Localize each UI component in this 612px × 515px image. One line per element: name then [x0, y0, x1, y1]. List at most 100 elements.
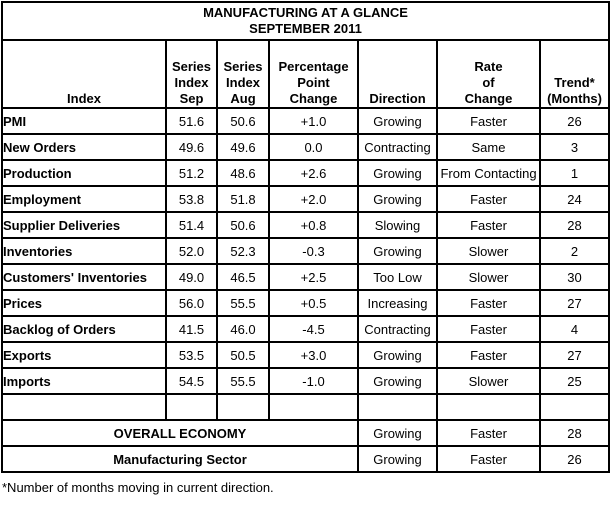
- cell-series-index-sep: 51.2: [165, 159, 218, 187]
- table-row-prices: Prices 56.0 55.5 +0.5 Increasing Faster …: [1, 289, 611, 317]
- empty-cell: [268, 393, 359, 421]
- cell-index: Supplier Deliveries: [1, 211, 167, 239]
- summary-label: OVERALL ECONOMY: [1, 419, 359, 447]
- cell-rate-of-change: Faster: [436, 419, 541, 447]
- cell-index: Imports: [1, 367, 167, 395]
- cell-percentage-point-change: +2.0: [268, 185, 359, 213]
- cell-series-index-aug: 46.5: [216, 263, 270, 291]
- cell-series-index-aug: 50.6: [216, 107, 270, 135]
- cell-direction: Growing: [357, 159, 438, 187]
- cell-direction: Too Low: [357, 263, 438, 291]
- cell-index: Employment: [1, 185, 167, 213]
- cell-direction: Growing: [357, 367, 438, 395]
- empty-cell: [357, 393, 438, 421]
- table-row-employment: Employment 53.8 51.8 +2.0 Growing Faster…: [1, 185, 611, 213]
- cell-series-index-sep: 53.5: [165, 341, 218, 369]
- cell-rate-of-change: Faster: [436, 315, 541, 343]
- cell-series-index-aug: 50.5: [216, 341, 270, 369]
- cell-direction: Growing: [357, 237, 438, 265]
- cell-series-index-sep: 41.5: [165, 315, 218, 343]
- cell-series-index-sep: 51.4: [165, 211, 218, 239]
- cell-direction: Growing: [357, 445, 438, 473]
- cell-series-index-sep: 54.5: [165, 367, 218, 395]
- cell-direction: Growing: [357, 419, 438, 447]
- cell-rate-of-change: Same: [436, 133, 541, 161]
- cell-series-index-sep: 52.0: [165, 237, 218, 265]
- table-row-inventories: Inventories 52.0 52.3 -0.3 Growing Slowe…: [1, 237, 611, 265]
- cell-trend: 24: [538, 185, 611, 213]
- cell-index: New Orders: [1, 133, 167, 161]
- table-row-exports: Exports 53.5 50.5 +3.0 Growing Faster 27: [1, 341, 611, 369]
- empty-cell: [538, 393, 611, 421]
- cell-trend: 28: [538, 211, 611, 239]
- cell-index: Prices: [1, 289, 167, 317]
- cell-direction: Growing: [357, 107, 438, 135]
- cell-series-index-sep: 49.0: [165, 263, 218, 291]
- cell-trend: 2: [538, 237, 611, 265]
- cell-direction: Contracting: [357, 133, 438, 161]
- cell-trend: 27: [538, 289, 611, 317]
- cell-rate-of-change: From Contacting: [436, 159, 541, 187]
- cell-percentage-point-change: -1.0: [268, 367, 359, 395]
- empty-cell: [165, 393, 218, 421]
- cell-trend: 4: [538, 315, 611, 343]
- cell-direction: Slowing: [357, 211, 438, 239]
- cell-series-index-aug: 55.5: [216, 367, 270, 395]
- summary-label: Manufacturing Sector: [1, 445, 359, 473]
- cell-percentage-point-change: 0.0: [268, 133, 359, 161]
- table-header-row: Index Series Index Sep Series Index Aug …: [1, 39, 611, 109]
- table-row-backlog-of-orders: Backlog of Orders 41.5 46.0 -4.5 Contrac…: [1, 315, 611, 343]
- cell-index: Production: [1, 159, 167, 187]
- table-row-production: Production 51.2 48.6 +2.6 Growing From C…: [1, 159, 611, 187]
- cell-trend: 26: [538, 107, 611, 135]
- cell-rate-of-change: Faster: [436, 211, 541, 239]
- cell-index: Customers' Inventories: [1, 263, 167, 291]
- cell-series-index-aug: 51.8: [216, 185, 270, 213]
- cell-index: Inventories: [1, 237, 167, 265]
- cell-percentage-point-change: -0.3: [268, 237, 359, 265]
- cell-series-index-aug: 55.5: [216, 289, 270, 317]
- empty-cell: [436, 393, 541, 421]
- cell-trend: 27: [538, 341, 611, 369]
- cell-rate-of-change: Slower: [436, 263, 541, 291]
- cell-rate-of-change: Slower: [436, 367, 541, 395]
- table-row-empty: [1, 393, 611, 421]
- col-header-percentage-point-change: Percentage Point Change: [268, 39, 359, 109]
- cell-series-index-sep: 51.6: [165, 107, 218, 135]
- cell-percentage-point-change: +1.0: [268, 107, 359, 135]
- cell-rate-of-change: Faster: [436, 445, 541, 473]
- table-row-manufacturing-sector: Manufacturing Sector Growing Faster 26: [1, 445, 611, 473]
- cell-trend: 1: [538, 159, 611, 187]
- cell-percentage-point-change: +0.8: [268, 211, 359, 239]
- col-header-trend-months: Trend* (Months): [538, 39, 611, 109]
- cell-trend: 25: [538, 367, 611, 395]
- cell-direction: Increasing: [357, 289, 438, 317]
- col-header-series-index-aug: Series Index Aug: [216, 39, 270, 109]
- col-header-index: Index: [1, 39, 167, 109]
- manufacturing-at-a-glance-table: MANUFACTURING AT A GLANCE SEPTEMBER 2011…: [0, 1, 611, 473]
- table-row-customers-inventories: Customers' Inventories 49.0 46.5 +2.5 To…: [1, 263, 611, 291]
- cell-trend: 26: [538, 445, 611, 473]
- cell-trend: 3: [538, 133, 611, 161]
- col-header-direction: Direction: [357, 39, 438, 109]
- cell-series-index-sep: 49.6: [165, 133, 218, 161]
- table-title: MANUFACTURING AT A GLANCE SEPTEMBER 2011: [0, 1, 611, 41]
- cell-percentage-point-change: +2.6: [268, 159, 359, 187]
- table-row-pmi: PMI 51.6 50.6 +1.0 Growing Faster 26: [1, 107, 611, 135]
- cell-index: Backlog of Orders: [1, 315, 167, 343]
- cell-rate-of-change: Faster: [436, 107, 541, 135]
- cell-series-index-aug: 52.3: [216, 237, 270, 265]
- cell-series-index-sep: 56.0: [165, 289, 218, 317]
- cell-series-index-aug: 48.6: [216, 159, 270, 187]
- table-title-row: MANUFACTURING AT A GLANCE SEPTEMBER 2011: [0, 1, 611, 41]
- cell-trend: 30: [538, 263, 611, 291]
- empty-cell: [1, 393, 167, 421]
- table-row-overall-economy: OVERALL ECONOMY Growing Faster 28: [1, 419, 611, 447]
- cell-rate-of-change: Faster: [436, 289, 541, 317]
- cell-direction: Growing: [357, 185, 438, 213]
- col-header-series-index-sep: Series Index Sep: [165, 39, 218, 109]
- cell-percentage-point-change: +0.5: [268, 289, 359, 317]
- cell-rate-of-change: Slower: [436, 237, 541, 265]
- cell-rate-of-change: Faster: [436, 185, 541, 213]
- col-header-rate-of-change: Rate of Change: [436, 39, 541, 109]
